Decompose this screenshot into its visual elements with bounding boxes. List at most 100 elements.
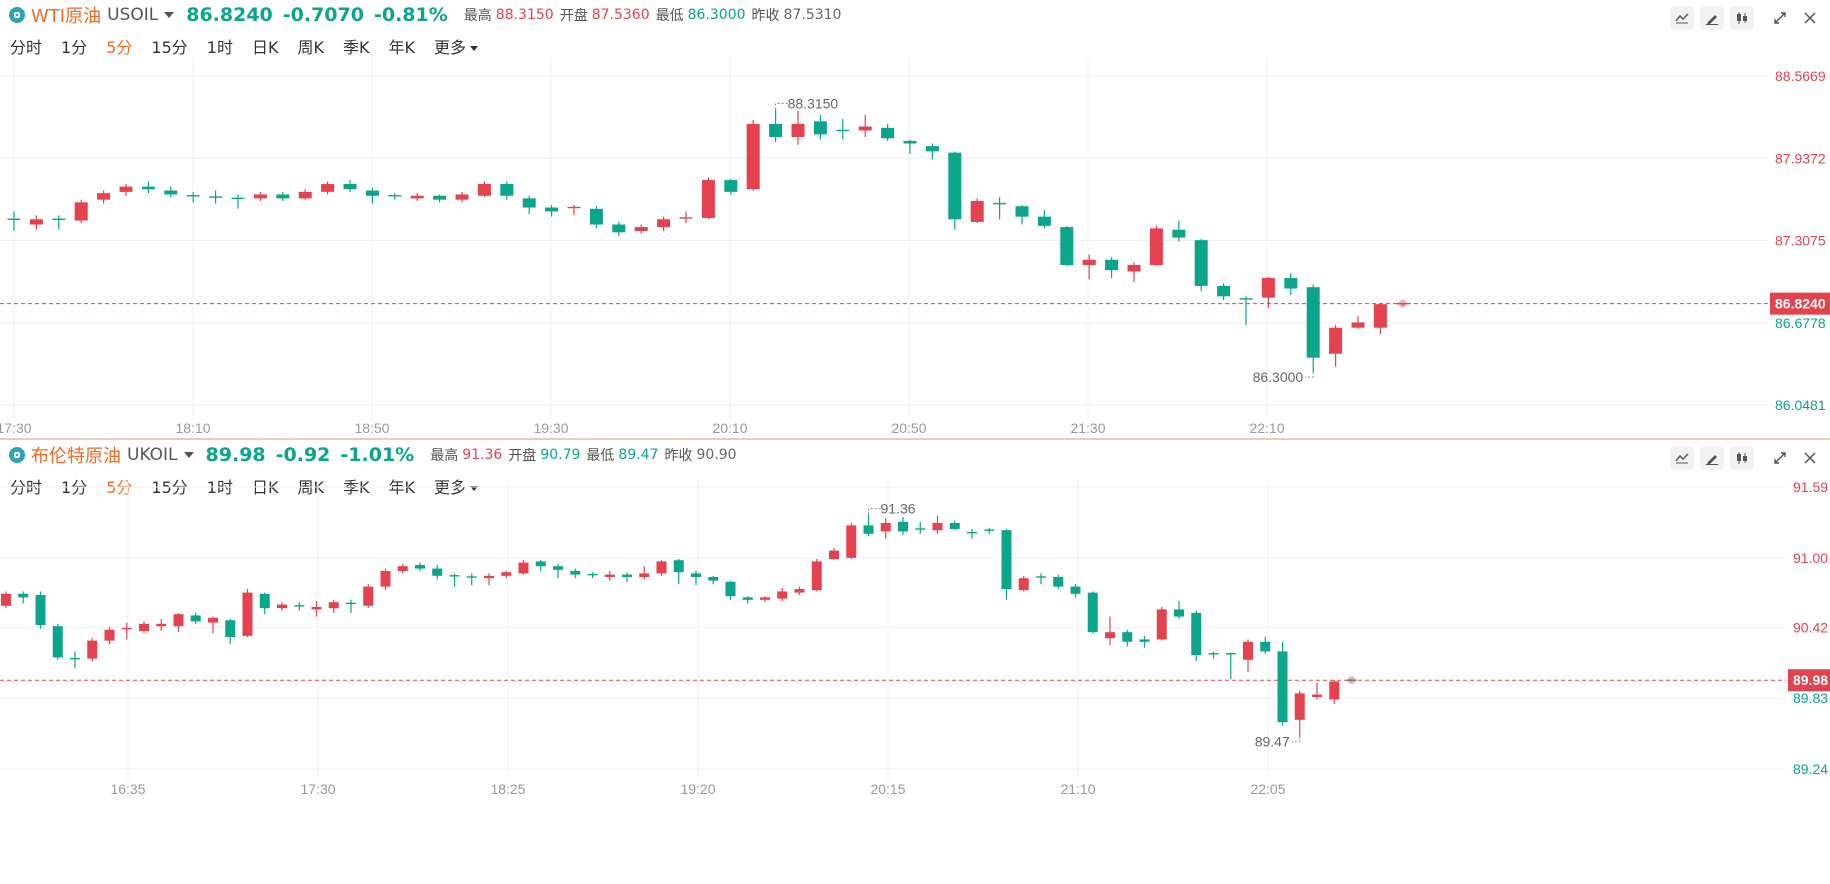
candle-style-button[interactable] bbox=[1730, 446, 1754, 470]
candle bbox=[259, 592, 270, 615]
candle bbox=[380, 568, 391, 591]
low-label: 最低 bbox=[586, 448, 615, 464]
period-tab[interactable]: 年K bbox=[388, 38, 415, 57]
candle bbox=[794, 586, 805, 595]
instrument-logo-icon bbox=[9, 447, 25, 463]
candle bbox=[932, 515, 943, 534]
current-price-label: 89.98 bbox=[1793, 672, 1828, 688]
pencil-icon bbox=[1706, 15, 1718, 25]
y-tick-label: 89.24 bbox=[1793, 761, 1828, 777]
symbol-selector[interactable]: UKOIL bbox=[127, 445, 178, 465]
pencil-icon bbox=[1706, 455, 1718, 465]
chart-toolbar bbox=[1664, 446, 1822, 470]
candle bbox=[846, 523, 857, 559]
line-chart-icon bbox=[1675, 453, 1689, 464]
candle bbox=[777, 587, 788, 601]
candle bbox=[1139, 635, 1150, 648]
candle bbox=[881, 123, 895, 141]
candle bbox=[397, 563, 408, 574]
candle bbox=[1194, 238, 1208, 292]
candle bbox=[811, 559, 822, 592]
candle bbox=[622, 572, 632, 582]
candle bbox=[1217, 283, 1231, 301]
open-value: 87.5360 bbox=[591, 7, 650, 23]
x-tick-label: 19:20 bbox=[680, 781, 715, 797]
candle bbox=[29, 215, 43, 230]
candle bbox=[433, 194, 447, 203]
expand-button[interactable] bbox=[1768, 446, 1792, 470]
y-tick-label: 90.42 bbox=[1793, 619, 1828, 635]
draw-button[interactable] bbox=[1700, 6, 1724, 30]
y-tick-label: 89.83 bbox=[1793, 690, 1828, 706]
max-marker bbox=[868, 508, 881, 515]
candle bbox=[298, 189, 312, 200]
candle bbox=[898, 517, 908, 535]
candle bbox=[724, 178, 738, 195]
candle bbox=[1306, 284, 1320, 373]
period-tab[interactable]: 周K bbox=[297, 38, 324, 57]
x-tick-label: 18:50 bbox=[354, 420, 389, 436]
x-tick-label: 22:05 bbox=[1250, 781, 1285, 797]
candle bbox=[346, 599, 356, 613]
candle bbox=[1087, 591, 1098, 634]
period-tab[interactable]: 季K bbox=[342, 38, 370, 57]
candle bbox=[7, 211, 21, 232]
candle bbox=[164, 186, 178, 198]
candle bbox=[410, 193, 424, 201]
candle bbox=[967, 529, 977, 539]
max-price-label: 88.3150 bbox=[788, 96, 839, 112]
symbol-selector[interactable]: USOIL bbox=[107, 5, 159, 25]
candle bbox=[1122, 629, 1133, 647]
period-tab[interactable]: 1分 bbox=[61, 38, 88, 57]
candle bbox=[791, 110, 805, 145]
candle bbox=[388, 193, 402, 200]
candlestick-chart[interactable]: 88.5669 87.9372 87.3075 86.6778 86.0481 17:30… bbox=[0, 58, 1830, 438]
candle bbox=[208, 616, 218, 634]
quote-summary: 布伦特原油 UKOIL 89.98 -0.92 -1.01% 最高 91.36 … bbox=[0, 442, 737, 468]
candle bbox=[104, 627, 115, 645]
quote-header: WTI原油 USOIL 86.8240 -0.7070 -0.81% 最高 88… bbox=[0, 0, 1830, 30]
candlestick-icon bbox=[1737, 12, 1747, 24]
candlestick-chart[interactable]: 91.59 91.00 90.42 89.83 89.24 16:35 17:30 18:25… bbox=[0, 480, 1830, 884]
period-tabs: 分时 1分 5分 15分 1时 日K 周K 季K 年K 更多 bbox=[10, 34, 497, 58]
price-change-pct: -0.81% bbox=[373, 4, 448, 26]
candle bbox=[587, 572, 598, 579]
candle-style-button[interactable] bbox=[1730, 6, 1754, 30]
close-button[interactable] bbox=[1798, 446, 1822, 470]
candle bbox=[673, 559, 684, 585]
quote-summary: WTI原油 USOIL 86.8240 -0.7070 -0.81% 最高 88… bbox=[0, 2, 841, 28]
candle bbox=[1082, 254, 1096, 280]
period-tab[interactable]: 分时 bbox=[10, 38, 43, 57]
period-tab[interactable]: 日K bbox=[251, 38, 279, 57]
x-tick-label: 16:35 bbox=[110, 781, 145, 797]
close-icon bbox=[1804, 12, 1816, 24]
indicator-button[interactable] bbox=[1670, 6, 1694, 30]
candle bbox=[477, 181, 491, 198]
last-price: 86.8240 bbox=[186, 4, 273, 26]
x-tick-label: 19:30 bbox=[533, 420, 568, 436]
close-button[interactable] bbox=[1798, 6, 1822, 30]
candle bbox=[321, 181, 335, 195]
y-tick-label: 91.00 bbox=[1793, 550, 1828, 566]
period-tab[interactable]: 5分 bbox=[106, 38, 133, 57]
candle bbox=[1018, 575, 1029, 592]
candle bbox=[970, 198, 984, 224]
period-tab[interactable]: 更多 bbox=[434, 34, 478, 58]
candle bbox=[518, 560, 529, 575]
candle bbox=[231, 194, 245, 209]
candle bbox=[97, 190, 111, 204]
period-tab[interactable]: 1时 bbox=[206, 38, 233, 57]
candle bbox=[679, 211, 693, 224]
candle bbox=[701, 177, 715, 220]
chevron-down-icon[interactable] bbox=[183, 452, 194, 458]
high-label: 最高 bbox=[430, 448, 459, 464]
period-tab[interactable]: 15分 bbox=[151, 38, 188, 57]
candle bbox=[1172, 220, 1186, 242]
candle bbox=[121, 622, 132, 640]
x-tick-label: 17:30 bbox=[300, 781, 335, 797]
draw-button[interactable] bbox=[1700, 446, 1724, 470]
chevron-down-icon[interactable] bbox=[164, 12, 175, 18]
expand-button[interactable] bbox=[1768, 6, 1792, 30]
indicator-button[interactable] bbox=[1670, 446, 1694, 470]
candle bbox=[449, 573, 460, 587]
